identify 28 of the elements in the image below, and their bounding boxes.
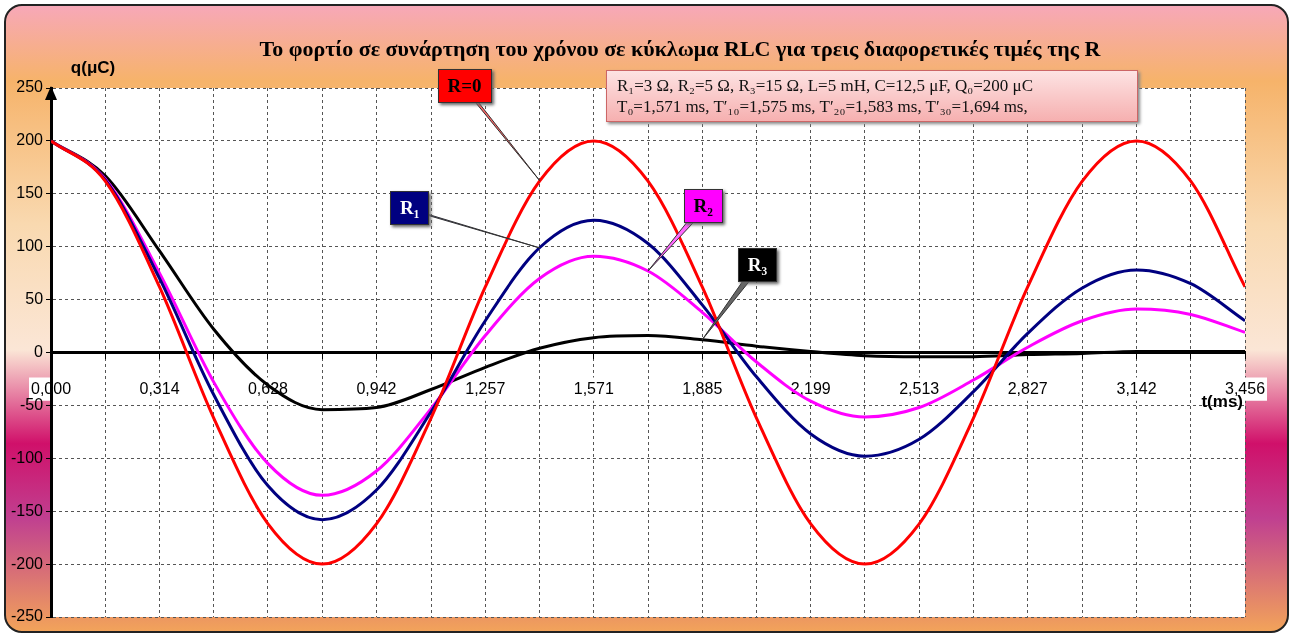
y-tick-label: -200 — [10, 554, 44, 572]
text-box: R₁=3 Ω, R₂=5 Ω, R₃=15 Ω, L=5 mH, C=12,5 μF, Q₀=200 μC T₀=1,571 ms, T′₁₀=1,575 ms, T′₂₀=1,583 ms, T′₃₀=1,694 ms, — [606, 70, 1138, 122]
x-tick-label: 1,257 — [465, 379, 506, 397]
annotation: T₀=1,571 ms, T′₁₀=1,575 ms, T′₂₀=1,583 ms, T′₃₀=1,694 ms, — [617, 96, 1029, 117]
text: R₃ — [737, 247, 778, 282]
x-tick-label: 1,571 — [573, 379, 614, 397]
annotation: R₁=3 Ω, R₂=5 Ω, R₃=15 Ω, L=5 mH, C=12,5 μF, Q₀=200 μC — [617, 75, 1035, 96]
y-tick-label: 250 — [16, 78, 44, 96]
y-axis-title: q(μC) — [70, 57, 116, 77]
text: R=0 — [437, 69, 492, 104]
x-tick-label: 2,827 — [1007, 379, 1048, 397]
chart-title: Το φορτίο σε συνάρτηση του χρόνου σε κύκλωμα RLC για τρεις διαφορετικές τιμές της R — [259, 35, 1102, 61]
x-tick-label: 3,142 — [1116, 379, 1157, 397]
text: R₂ — [683, 189, 723, 224]
y-tick-label: -250 — [10, 607, 44, 625]
x-tick-label: 0,314 — [139, 379, 180, 397]
y-tick-label: -150 — [10, 501, 44, 519]
y-tick-label: 150 — [16, 184, 44, 202]
x-tick-label: 0,942 — [356, 379, 397, 397]
x-tick-label: 1,885 — [682, 379, 723, 397]
y-tick-label: -100 — [10, 448, 44, 466]
y-tick-label: 200 — [16, 131, 44, 149]
y-tick-label: 0 — [34, 342, 44, 360]
y-tick-label: 100 — [16, 237, 44, 255]
y-tick-label: -50 — [19, 395, 44, 413]
x-tick-label: 2,513 — [899, 379, 940, 397]
text: R₁ — [390, 190, 430, 225]
y-tick-label: 50 — [25, 290, 44, 308]
